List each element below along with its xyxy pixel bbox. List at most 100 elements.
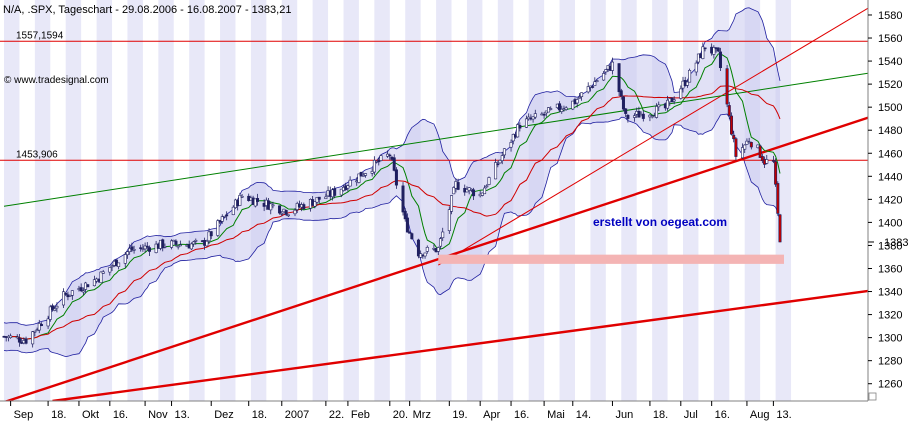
candle-body <box>24 338 28 344</box>
candle-body <box>595 80 599 82</box>
candles <box>2 42 782 348</box>
candle-body <box>500 155 504 161</box>
candle-body <box>533 113 537 118</box>
candle-body <box>410 233 414 240</box>
candle-body <box>498 160 502 164</box>
candle-body <box>145 245 149 248</box>
candle-body <box>302 204 306 210</box>
candle-body <box>621 96 625 110</box>
y-tick-label: 1340 <box>878 287 902 299</box>
candle-body <box>125 251 129 256</box>
candle-body <box>280 213 284 215</box>
week-stripe <box>559 0 575 401</box>
week-stripe <box>96 0 113 401</box>
x-tick-label: 13. <box>776 409 791 421</box>
candle-body <box>727 105 731 116</box>
y-tick-label: 1380 <box>878 240 902 252</box>
candle-body <box>524 118 528 128</box>
candle-body <box>685 81 689 86</box>
candle-body <box>732 135 736 140</box>
candle-body <box>447 209 451 231</box>
candle-body <box>293 209 297 215</box>
y-tick-label: 1560 <box>878 33 902 45</box>
candle-body <box>209 231 213 237</box>
y-tick-label: 1480 <box>878 125 902 137</box>
candle-body <box>672 99 676 102</box>
candle-body <box>364 173 368 176</box>
candle-body <box>542 113 546 116</box>
candle-body <box>487 177 491 185</box>
candle-body <box>423 252 427 257</box>
candle-body <box>269 203 273 211</box>
candle-body <box>641 113 645 119</box>
candle-body <box>62 291 66 306</box>
x-tick-label: 16. <box>113 409 128 421</box>
y-tick-label: 1540 <box>878 56 902 68</box>
week-stripes <box>4 0 792 401</box>
candle-body <box>370 171 374 174</box>
candle-body <box>558 103 562 111</box>
x-tick-label: Aug <box>750 409 770 421</box>
x-tick-label: 16. <box>514 409 529 421</box>
candle-body <box>602 73 606 81</box>
y-tick-label: 1500 <box>878 102 902 114</box>
candle-body <box>436 247 440 252</box>
x-tick-label: Jun <box>615 409 633 421</box>
candle-body <box>139 247 143 249</box>
ma-fast <box>3 53 781 340</box>
candle-body <box>192 241 196 245</box>
x-axis-bg <box>0 401 910 423</box>
candle-body <box>278 205 282 214</box>
candle-body <box>749 142 753 148</box>
watermark: © www.tradesignal.com <box>4 75 109 86</box>
candle-body <box>130 246 134 251</box>
candle-body <box>591 86 595 88</box>
candle-body <box>123 254 127 264</box>
annotation: erstellt von oegeat.com <box>593 215 727 229</box>
candle-body <box>496 163 500 166</box>
candle-body <box>361 175 365 177</box>
candle-body <box>716 47 720 52</box>
candle-body <box>729 115 733 135</box>
candle-body <box>549 108 553 110</box>
candle-body <box>379 155 383 161</box>
candle-body <box>392 157 396 171</box>
x-tick-label: 20. <box>393 409 408 421</box>
candle-body <box>405 217 409 233</box>
candle-body <box>509 142 513 148</box>
x-tick-label: 18. <box>51 409 66 421</box>
candle-body <box>110 265 114 268</box>
y-tick-label: 1440 <box>878 171 902 183</box>
candle-body <box>441 231 445 239</box>
week-stripe <box>683 0 699 401</box>
candle-body <box>586 86 590 93</box>
x-tick-label: 18. <box>653 409 668 421</box>
candle-body <box>359 171 363 177</box>
candle-body <box>79 287 83 292</box>
candle-body <box>176 245 180 248</box>
candle-body <box>619 90 623 97</box>
y-tick-label: 1520 <box>878 79 902 91</box>
candle-body <box>718 51 722 69</box>
candle-body <box>452 187 456 195</box>
candle-body <box>472 189 476 197</box>
candle-body <box>388 154 392 157</box>
candle-body <box>778 214 782 243</box>
candle-body <box>694 62 698 73</box>
candle-body <box>456 182 460 190</box>
candle-body <box>172 239 176 242</box>
candle-body <box>70 290 74 296</box>
level-label: 1453,906 <box>16 149 58 160</box>
week-stripe <box>220 0 236 401</box>
candle-body <box>516 124 520 138</box>
candle-body <box>531 116 535 120</box>
y-tick-label: 1280 <box>878 356 902 368</box>
candle-body <box>240 195 244 198</box>
candle-body <box>286 214 290 217</box>
candle-body <box>666 99 670 109</box>
candle-body <box>339 188 343 196</box>
candle-body <box>324 196 328 199</box>
candle-body <box>64 293 68 295</box>
candle-body <box>108 267 112 273</box>
